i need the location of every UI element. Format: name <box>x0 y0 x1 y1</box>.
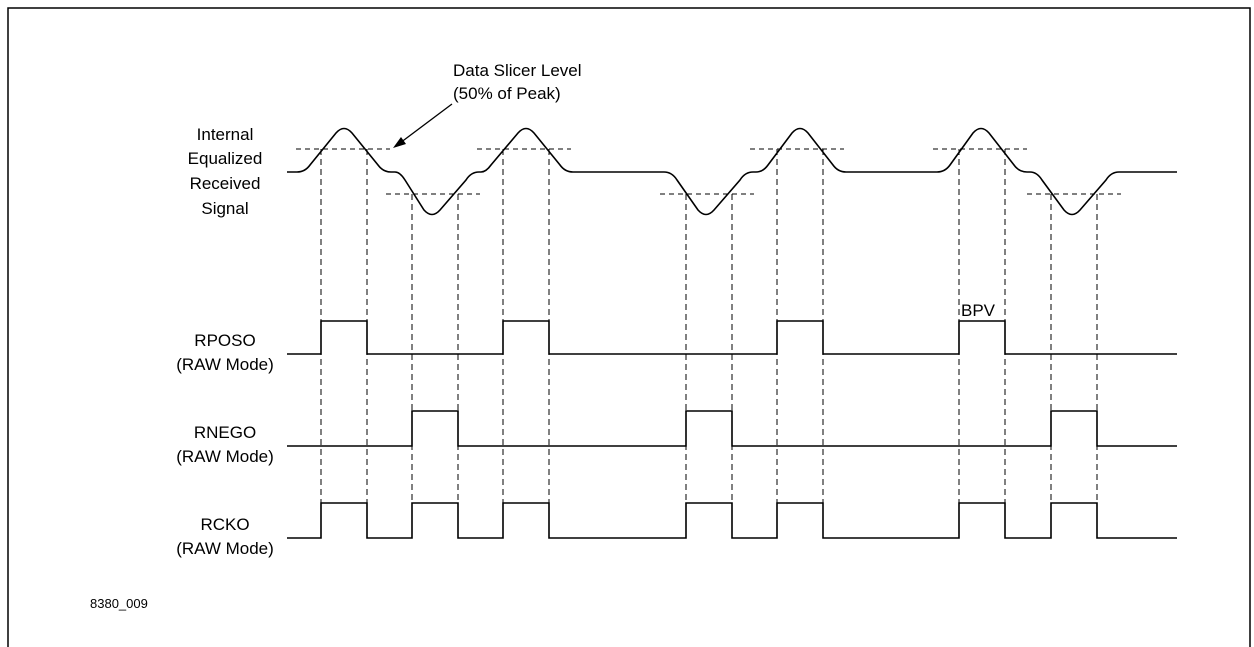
equalized-label-line-3: Received <box>190 174 261 193</box>
equalized-signal-waveform <box>287 127 1177 216</box>
rcko-name: RCKO <box>200 515 249 534</box>
rposo-label: RPOSO (RAW Mode) <box>176 331 274 374</box>
rposo-waveform <box>287 320 1177 355</box>
annotation-line-2: (50% of Peak) <box>453 84 561 103</box>
figure-id: 8380_009 <box>90 596 148 611</box>
rnego-label: RNEGO (RAW Mode) <box>176 423 274 466</box>
equalized-signal-label: Internal Equalized Received Signal <box>188 125 263 218</box>
slicer-level-arrow <box>393 103 453 148</box>
figure-border <box>7 7 1251 647</box>
equalized-label-line-4: Signal <box>201 199 248 218</box>
rnego-mode: (RAW Mode) <box>176 447 274 466</box>
equalized-label-line-2: Equalized <box>188 149 263 168</box>
bpv-label: BPV <box>961 301 996 320</box>
rnego-waveform <box>287 410 1177 447</box>
rnego-name: RNEGO <box>194 423 256 442</box>
rcko-mode: (RAW Mode) <box>176 539 274 558</box>
equalized-label-line-1: Internal <box>197 125 254 144</box>
timing-guide-lines <box>320 149 1098 538</box>
annotation-line-1: Data Slicer Level <box>453 61 582 80</box>
rcko-label: RCKO (RAW Mode) <box>176 515 274 558</box>
rposo-mode: (RAW Mode) <box>176 355 274 374</box>
rcko-waveform <box>287 502 1177 539</box>
rposo-name: RPOSO <box>194 331 255 350</box>
